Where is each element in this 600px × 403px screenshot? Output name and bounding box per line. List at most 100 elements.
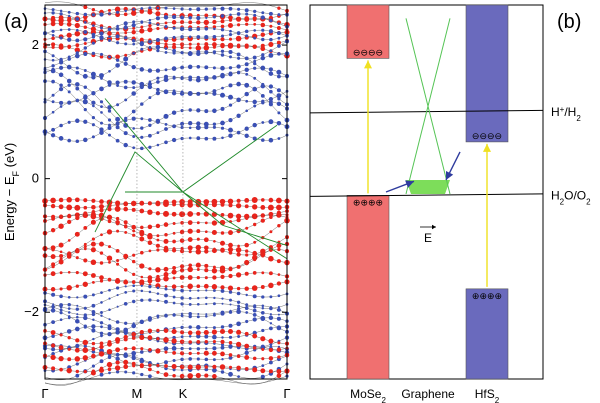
hfs2-state-dot <box>268 102 273 107</box>
hfs2-state-dot <box>75 99 79 103</box>
mose2-state-dot <box>50 228 56 233</box>
mose2-state-dot <box>148 249 152 253</box>
hfs2-state-dot <box>212 313 216 317</box>
mose2-state-dot <box>188 340 192 344</box>
hfs2-state-dot <box>204 357 209 362</box>
x-category-label: HfS2 <box>475 387 500 403</box>
hfs2-state-dot <box>172 301 176 305</box>
mose2-state-dot <box>108 245 111 249</box>
hfs2-state-dot <box>75 86 80 91</box>
hfs2-state-dot <box>67 100 72 105</box>
hfs2-state-dot <box>253 29 257 32</box>
mose2-state-dot <box>203 283 209 289</box>
mose2-state-dot <box>212 25 217 29</box>
mose2-state-dot <box>180 330 185 335</box>
panel-a: (a) 2 0 −2 Γ M K Γ Energy − EF (eV) <box>2 1 291 401</box>
mose2-state-dot <box>106 348 113 355</box>
mose2-state-dot <box>228 250 233 255</box>
mose2-state-dot <box>261 357 265 361</box>
hfs2-state-dot <box>220 120 225 126</box>
hfs2-state-dot <box>83 344 87 348</box>
hfs2-state-dot <box>123 61 128 66</box>
mose2-state-dot <box>148 363 152 367</box>
mose2-state-dot <box>277 224 281 228</box>
mose2-state-dot <box>90 26 96 32</box>
mose2-state-dot <box>269 24 273 28</box>
hfs2-state-dot <box>220 6 225 11</box>
hfs2-state-dot <box>140 21 144 24</box>
mose2-state-dot <box>66 285 72 291</box>
mose2-state-dot <box>74 356 81 362</box>
hfs2-state-dot <box>212 75 217 80</box>
hfs2-state-dot <box>67 307 71 310</box>
hfs2-state-dot <box>220 34 225 38</box>
mose2-state-dot <box>139 279 145 285</box>
hfs2-state-dot <box>59 318 63 322</box>
hfs2-state-dot <box>172 313 176 317</box>
mose2-state-dot <box>244 17 250 22</box>
mose2-state-dot <box>227 212 234 219</box>
hfs2-state-dot <box>91 328 96 333</box>
mose2-state-dot <box>252 367 258 373</box>
hfs2-state-dot <box>156 286 160 290</box>
mose2-state-dot <box>58 345 64 350</box>
mose2-state-dot <box>163 328 169 333</box>
hfs2-state-dot <box>252 99 257 105</box>
x-tick-label: M <box>132 386 143 401</box>
hfs2-state-dot <box>277 111 281 115</box>
hfs2-state-dot <box>91 309 96 314</box>
mose2-state-dot <box>123 334 128 340</box>
hfs2-state-dot <box>116 24 119 28</box>
hfs2-state-dot <box>253 76 257 80</box>
hfs2-state-dot <box>115 286 120 290</box>
hfs2-state-dot <box>276 31 281 36</box>
hfs2-state-dot <box>252 136 257 141</box>
hfs2-state-dot <box>51 292 56 297</box>
hfs2-state-dot <box>67 120 71 124</box>
hfs2-state-dot <box>277 137 281 140</box>
mose2-state-dot <box>163 372 169 377</box>
mose2-state-dot <box>171 328 177 335</box>
mose2-state-dot <box>155 243 160 248</box>
hfs2-state-dot <box>228 94 233 100</box>
hfs2-state-dot <box>82 73 88 79</box>
hfs2-state-dot <box>268 84 274 89</box>
mose2-state-dot <box>59 367 63 372</box>
mose2-state-dot <box>51 343 56 348</box>
hfs2-state-dot <box>51 93 55 97</box>
mose2-state-dot <box>276 347 281 352</box>
hfs2-state-dot <box>148 145 152 149</box>
hfs2-state-dot <box>245 72 249 76</box>
mose2-state-dot <box>83 225 88 230</box>
hfs2-state-dot <box>51 334 55 338</box>
mose2-state-dot <box>148 267 152 271</box>
hfs2-state-dot <box>83 37 88 42</box>
mose2-state-dot <box>252 356 257 361</box>
hfs2-state-dot <box>163 77 169 83</box>
hfs2-state-dot <box>140 372 144 377</box>
hfs2-state-dot <box>187 91 193 96</box>
field-label: E <box>424 231 432 245</box>
mose2-state-dot <box>139 231 145 237</box>
panel-a-y-ticks: 2 0 −2 <box>24 37 287 319</box>
hfs2-state-dot <box>220 325 225 329</box>
mose2-state-dot <box>235 35 242 42</box>
mose2-state-dot <box>147 240 153 245</box>
hfs2-state-dot <box>236 52 241 57</box>
hfs2-state-dot <box>123 56 129 62</box>
mose2-state-dot <box>244 331 249 336</box>
hfs2-state-dot <box>237 375 240 378</box>
mose2-state-dot <box>164 364 168 368</box>
mose2-state-dot <box>59 250 63 254</box>
excitation-arrow-hfs2-head <box>483 143 491 152</box>
mose2-state-dot <box>276 204 282 211</box>
hfs2-state-dot <box>268 29 273 34</box>
hfs2-state-dot <box>131 323 137 329</box>
mose2-state-dot <box>187 211 194 217</box>
hfs2-state-dot <box>59 59 63 64</box>
hfs2-state-dot <box>205 313 208 316</box>
hfs2-state-dot <box>59 308 63 312</box>
graphene-filled-states <box>406 179 450 194</box>
mose2-state-dot <box>235 203 242 209</box>
hfs2-state-dot <box>244 306 249 310</box>
